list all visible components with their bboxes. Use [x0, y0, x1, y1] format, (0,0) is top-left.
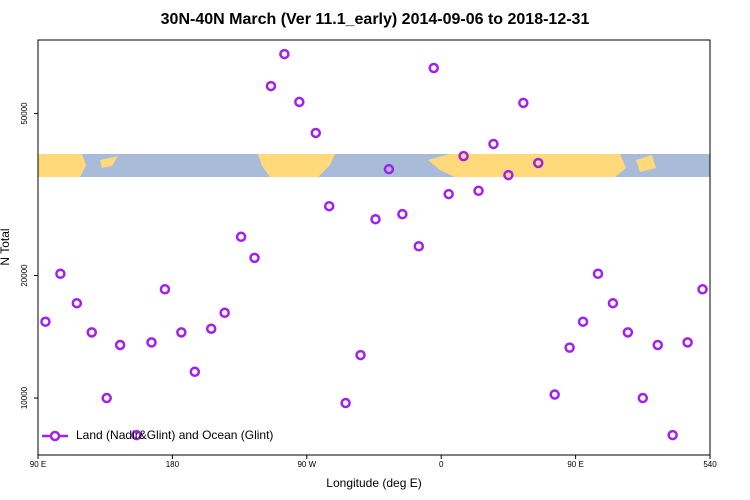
point	[697, 284, 708, 295]
point	[146, 337, 157, 348]
point	[249, 252, 260, 264]
point	[40, 316, 51, 327]
y-tick-label: 50000	[20, 102, 29, 125]
y-tick-label: 10000	[20, 386, 29, 409]
point	[219, 307, 230, 319]
x-tick-label: 90 E	[567, 460, 583, 469]
point	[413, 241, 425, 252]
x-tick-label: 540	[703, 460, 717, 469]
point	[652, 339, 663, 351]
plot-frame	[37, 39, 711, 456]
point	[564, 342, 575, 353]
point	[592, 268, 604, 280]
x-tick-label: 180	[166, 460, 180, 469]
x-tick-label: 90 E	[30, 460, 46, 469]
y-axis-label: N Total	[0, 228, 12, 265]
point	[549, 389, 560, 400]
point	[577, 316, 589, 327]
point	[503, 169, 514, 181]
legend-label: Land (Nadir&Glint) and Ocean (Glint)	[76, 428, 273, 442]
point	[189, 366, 201, 378]
point	[159, 284, 171, 295]
point	[458, 150, 469, 162]
point	[131, 429, 142, 441]
point	[637, 392, 649, 404]
point	[428, 62, 439, 74]
point	[176, 327, 187, 338]
point	[443, 188, 454, 200]
point	[265, 80, 277, 92]
point	[101, 392, 112, 404]
point	[55, 268, 66, 280]
x-axis-label: Longitude (deg E)	[326, 476, 421, 490]
map-strip	[38, 154, 710, 177]
point	[323, 200, 335, 212]
point	[473, 185, 484, 197]
point	[86, 327, 98, 338]
y-tick-label: 20000	[20, 264, 29, 287]
point	[205, 323, 217, 334]
point	[488, 138, 499, 150]
point	[114, 339, 126, 351]
point	[533, 157, 544, 169]
point	[370, 213, 381, 225]
point	[667, 429, 678, 441]
point	[340, 397, 351, 409]
point	[607, 297, 619, 309]
point	[235, 231, 247, 243]
point	[682, 337, 693, 348]
point	[383, 163, 395, 175]
x-tick-label: 0	[439, 460, 444, 469]
point	[518, 97, 529, 109]
point	[310, 127, 322, 139]
point	[622, 327, 634, 338]
point	[294, 96, 305, 108]
point	[279, 48, 290, 60]
legend-marker	[49, 430, 61, 442]
x-tick-label: 90 W	[297, 460, 316, 469]
point	[71, 297, 83, 309]
chart-title: 30N-40N March (Ver 11.1_early) 2014-09-0…	[161, 11, 590, 28]
point	[397, 208, 408, 220]
point	[355, 349, 366, 361]
